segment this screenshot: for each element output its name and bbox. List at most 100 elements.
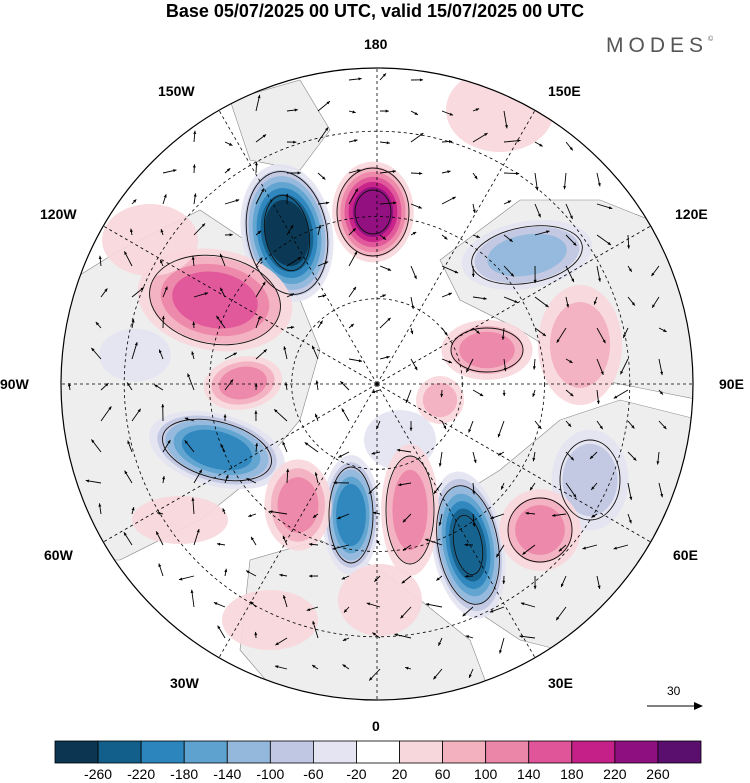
wind-vector [286, 140, 297, 144]
wind-vector [379, 355, 390, 360]
meridian-line [218, 383, 378, 658]
wind-vector [286, 171, 301, 175]
wind-vector [379, 73, 387, 81]
wind-vector [627, 482, 633, 501]
wind-vector [217, 625, 226, 639]
wind-vector [224, 474, 229, 484]
wind-vector [192, 164, 196, 174]
wind-vector [472, 451, 477, 464]
wind-vector [254, 162, 258, 174]
colorbar-segment [140, 740, 185, 764]
wind-vector [438, 637, 443, 646]
wind-vector [472, 513, 476, 527]
wind-vector [596, 265, 601, 282]
wind-vector [472, 389, 484, 397]
wind-vector [190, 589, 195, 608]
wind-vector [126, 382, 133, 391]
wind-vector [371, 389, 381, 394]
wind-vector [379, 169, 396, 174]
wind-vector [273, 408, 288, 422]
wind-vector [286, 224, 294, 236]
meridian-line [376, 383, 651, 543]
wind-vector [348, 251, 358, 267]
wind-vector [465, 358, 474, 373]
wind-vector [342, 664, 350, 670]
wind-vector [379, 265, 392, 271]
colorbar-segment [97, 740, 142, 764]
contour-line [559, 439, 621, 521]
wind-vector [522, 544, 536, 555]
wind-vector [472, 234, 480, 238]
wind-vector [246, 477, 257, 484]
wind-vector [317, 127, 329, 143]
colorbar-tick-label: -20 [346, 766, 367, 782]
reference-vector-label: 30 [667, 684, 681, 698]
anomaly-cell [446, 68, 554, 152]
anomaly-field [99, 68, 629, 650]
colorbar-segment [54, 740, 99, 764]
wind-vector [441, 358, 453, 364]
colorbar-tick-label: 220 [603, 766, 627, 782]
wind-vector [472, 327, 480, 335]
wind-vector [158, 349, 164, 360]
anomaly-cell [222, 590, 318, 650]
wind-vector [193, 469, 203, 484]
wind-vector [371, 451, 381, 455]
wind-vector [368, 482, 381, 494]
wind-vector [596, 358, 604, 376]
wind-vector [532, 389, 536, 398]
wind-vector [436, 575, 443, 581]
wind-vector [560, 575, 567, 588]
colorbar-segment [528, 740, 573, 764]
meridian-line [376, 110, 536, 385]
wind-vectors [67, 73, 667, 681]
map-border [60, 67, 694, 701]
colorbar-segment [399, 740, 443, 764]
colorbar-segment [183, 740, 228, 764]
wind-vector [490, 513, 505, 519]
wind-vector [333, 481, 350, 485]
wind-vector [410, 203, 422, 209]
colorbar-tick-label: 140 [517, 766, 541, 782]
wind-vector [67, 382, 71, 391]
wind-vector [98, 503, 102, 515]
wind-vector [596, 172, 601, 187]
wind-vector [375, 420, 381, 430]
wind-vector [533, 265, 537, 283]
wind-vector [282, 535, 288, 546]
wind-vector [275, 637, 288, 646]
wind-vector [425, 603, 443, 608]
wind-vector [565, 234, 577, 246]
wind-vector [534, 230, 550, 236]
wind-vector [255, 257, 263, 267]
wind-vector [156, 511, 164, 515]
wind-vector [286, 293, 295, 298]
wind-vector [593, 296, 598, 305]
wind-vector [366, 602, 381, 608]
wind-vector [651, 296, 660, 309]
wind-vector [129, 228, 133, 236]
wind-vector [379, 234, 387, 241]
wind-vector [131, 506, 135, 515]
anomaly-cell [499, 489, 581, 571]
anomaly-cell [149, 410, 285, 490]
wind-vector [286, 468, 290, 484]
lon-label-150w: 150W [158, 83, 195, 99]
wind-vector [410, 358, 418, 371]
contour-line [263, 194, 311, 272]
wind-vector [250, 601, 257, 608]
wind-vector [501, 327, 505, 340]
wind-vector [472, 296, 487, 300]
wind-vector [342, 637, 350, 642]
wind-vector [162, 169, 177, 174]
wind-vector [311, 345, 319, 360]
colorbar-tick-label: -60 [303, 766, 324, 782]
contour-line [436, 485, 500, 605]
wind-vector [555, 606, 567, 621]
wind-vector [193, 193, 197, 205]
wind-vector [627, 265, 633, 273]
colorbar-tick-label: 180 [560, 766, 584, 782]
wind-vector [193, 223, 206, 236]
wind-vector [627, 420, 635, 429]
wind-vector [472, 203, 476, 214]
